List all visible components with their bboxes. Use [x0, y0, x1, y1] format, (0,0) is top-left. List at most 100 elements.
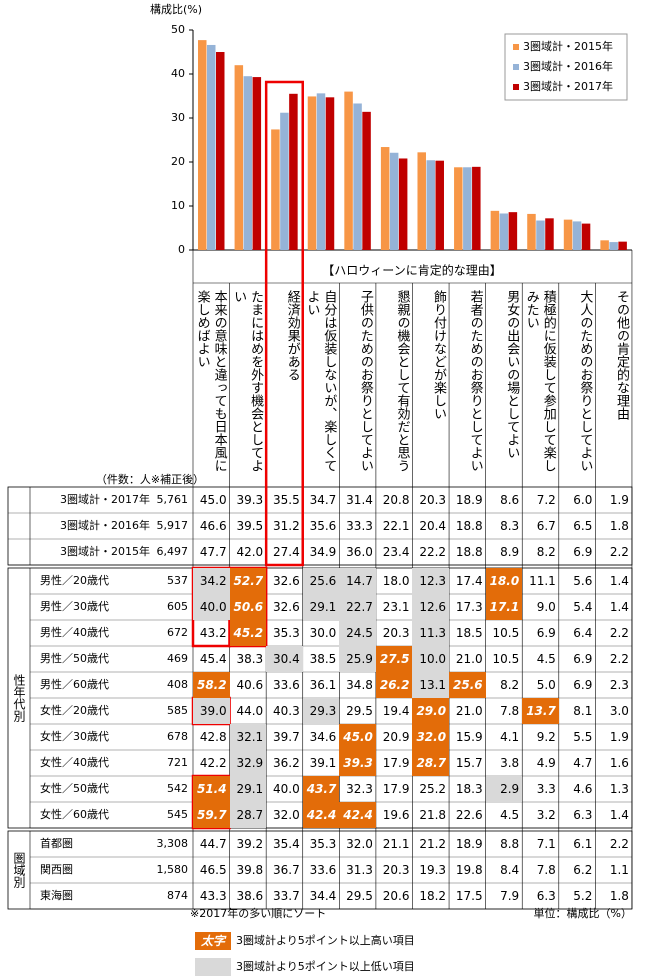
table-cell: 4.5: [500, 808, 520, 822]
table-cell: 40.0: [273, 782, 300, 796]
table-cell: 39.3: [339, 750, 376, 776]
table-cell: 40.3: [273, 704, 300, 718]
table-cell: 20.6: [382, 889, 410, 903]
bar: [463, 167, 472, 250]
table-cell: 18.0: [485, 568, 523, 594]
row-count: 408: [167, 678, 188, 691]
table-cell: 10.0: [412, 646, 450, 672]
table-cell: 36.1: [309, 678, 337, 692]
table-cell: 29.0: [412, 698, 450, 724]
note-swatch: [195, 958, 231, 976]
table-cell: 36.7: [273, 863, 300, 877]
bar: [417, 152, 426, 250]
row-label: 3圏域計・2015年: [60, 545, 150, 558]
table-cell: 6.9: [536, 626, 556, 640]
table-cell: 21.1: [382, 837, 410, 851]
table-cell: 20.3: [382, 863, 410, 877]
table-cell: 39.5: [236, 519, 264, 533]
table-cell: 5.5: [573, 730, 593, 744]
row-label: 女性／50歳代: [40, 782, 109, 795]
table-cell: 1.4: [609, 808, 629, 822]
row-count: 678: [167, 730, 188, 743]
bar: [563, 219, 573, 250]
table-cell: 10.5: [492, 652, 520, 666]
table-cell: 30.0: [309, 626, 337, 640]
category-label: 本来の意味と違っても日本風に楽しめばよい: [194, 290, 227, 472]
table-cell: 7.8: [500, 704, 520, 718]
bar: [398, 158, 408, 250]
table-cell: 11.3: [412, 620, 450, 646]
table-cell: 25.6: [449, 672, 486, 698]
category-label: 自分は仮装しないが、楽しくてよい: [304, 290, 337, 472]
bar: [536, 220, 545, 250]
y-tick-label: 40: [171, 67, 185, 80]
table-cell: 18.3: [455, 782, 483, 796]
table-cell: 34.6: [309, 730, 337, 744]
table-cell: 33.6: [309, 863, 337, 877]
table-cell: 18.5: [455, 626, 483, 640]
bar: [344, 91, 353, 250]
table-cell: 9.0: [536, 600, 556, 614]
table-cell: 6.9: [573, 545, 593, 559]
bar: [316, 93, 326, 250]
note-text: 3圏域計より5ポイント以上高い項目: [236, 933, 415, 947]
table-cell: 8.8: [500, 837, 520, 851]
table-cell: 20.9: [382, 730, 410, 744]
table-cell: 6.5: [573, 519, 593, 533]
table-cell: 34.7: [309, 493, 337, 507]
table-cell: 17.9: [382, 782, 410, 796]
table-cell: 23.1: [382, 600, 410, 614]
table-cell: 31.3: [346, 863, 373, 877]
table-cell: 6.9: [573, 678, 593, 692]
row-count: 537: [167, 574, 188, 587]
table-cell: 26.2: [375, 672, 413, 698]
table-cell: 6.3: [536, 889, 556, 903]
table-cell: 8.6: [500, 493, 520, 507]
table-cell: 43.2: [199, 626, 227, 640]
table-cell: 4.5: [536, 652, 556, 666]
row-count: 469: [167, 652, 188, 665]
table-cell: 45.2: [229, 620, 267, 646]
row-count: 3,308: [156, 837, 189, 850]
table-cell: 20.3: [382, 626, 410, 640]
row-label: 男性／30歳代: [40, 600, 109, 613]
table-cell: 8.2: [536, 545, 556, 559]
bar: [426, 160, 435, 250]
table-cell: 19.4: [382, 704, 410, 718]
table-cell: 7.8: [536, 863, 556, 877]
table-cell: 42.8: [199, 730, 227, 744]
row-label: 男性／50歳代: [40, 652, 109, 665]
bar: [280, 112, 289, 250]
table-cell: 19.3: [419, 863, 447, 877]
table-cell: 39.0: [193, 698, 230, 724]
table-cell: 33.7: [273, 889, 300, 903]
table-cell: 34.8: [346, 678, 373, 692]
table-cell: 33.6: [273, 678, 300, 692]
count-header: （件数：人※補正後）: [96, 472, 204, 486]
bar: [198, 40, 207, 251]
table-cell: 42.0: [236, 545, 264, 559]
bar: [581, 223, 591, 250]
table-cell: 32.1: [229, 724, 267, 750]
bar: [545, 218, 554, 250]
table-cell: 3.2: [536, 808, 556, 822]
table-cell: 3.8: [500, 756, 520, 770]
bar: [307, 96, 317, 250]
table-cell: 22.2: [419, 545, 447, 559]
highlight-box: [264, 80, 304, 567]
y-tick-label: 10: [171, 199, 185, 212]
table-cell: 59.7: [193, 802, 230, 828]
row-count: 721: [167, 756, 188, 769]
table-cell: 58.2: [193, 672, 230, 698]
table-cell: 35.3: [309, 837, 337, 851]
table-cell: 4.7: [573, 756, 593, 770]
unit-note: 単位：構成比（%）: [534, 906, 632, 920]
row-count: 5,761: [156, 493, 189, 506]
legend-swatch: [513, 44, 519, 50]
table-cell: 18.8: [455, 545, 483, 559]
table-cell: 21.0: [455, 652, 483, 666]
table-cell: 18.8: [455, 519, 483, 533]
table-cell: 5.4: [573, 600, 593, 614]
bar: [243, 76, 253, 250]
